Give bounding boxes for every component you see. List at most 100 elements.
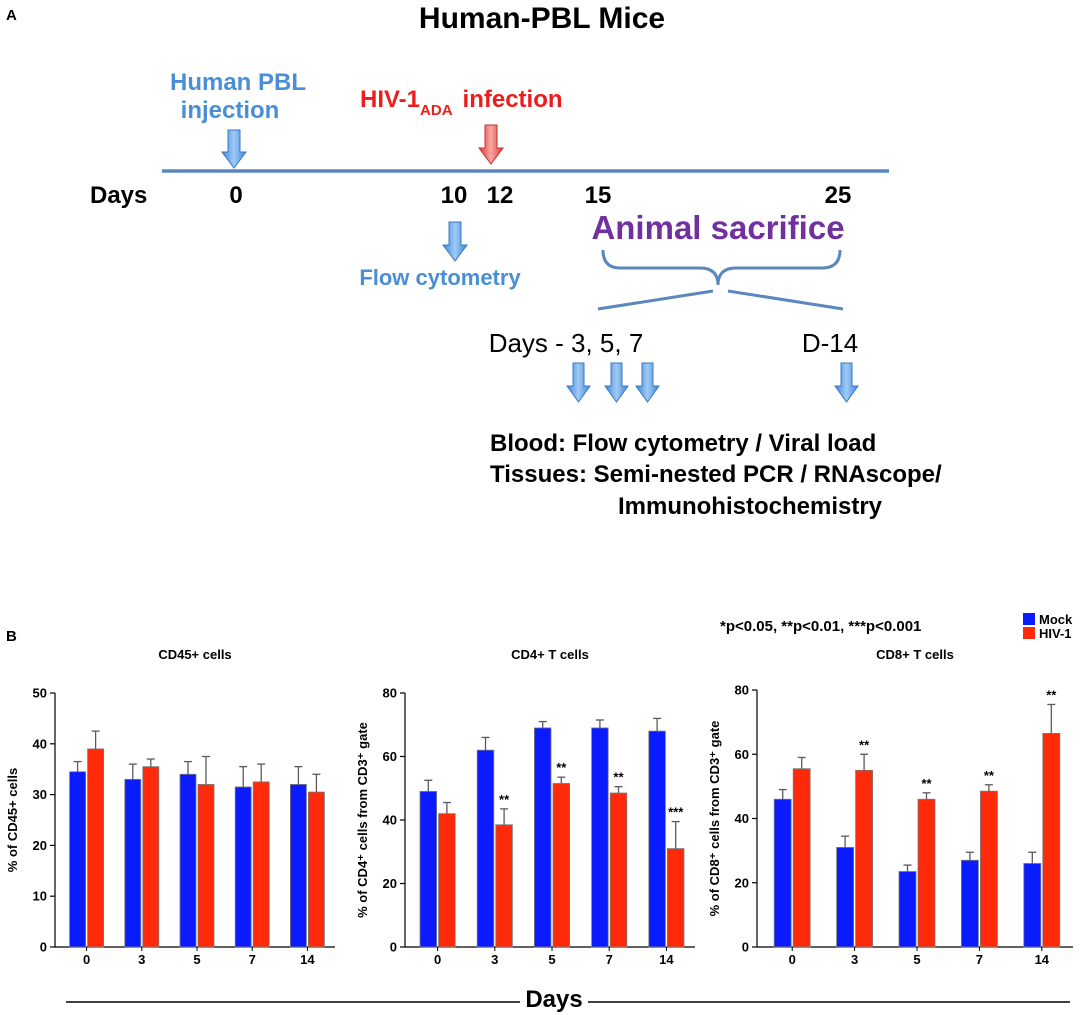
sacrifice-brace — [601, 249, 842, 286]
x-tick-label: 14 — [659, 952, 674, 967]
day-tick-12: 12 — [487, 182, 514, 209]
y-tick-label: 80 — [383, 686, 397, 701]
chart-title: CD45+ cells — [158, 647, 231, 662]
x-tick-label: 3 — [851, 952, 858, 967]
y-tick-label: 40 — [735, 811, 749, 826]
bar-mock — [648, 730, 666, 948]
animal-sacrifice-label: Animal sacrifice — [591, 209, 844, 246]
bar-hiv-1 — [142, 766, 160, 948]
x-tick-label: 7 — [976, 952, 983, 967]
tissue-line1: Tissues: Semi-nested PCR / RNAscope/ — [490, 461, 942, 488]
legend-label-mock: Mock — [1039, 612, 1073, 627]
legend-swatch-mock — [1023, 613, 1035, 625]
x-tick-label: 0 — [83, 952, 90, 967]
bar-hiv-1 — [792, 768, 811, 948]
y-tick-label: 40 — [33, 736, 47, 751]
timepoints-left-label: Days - 3, 5, 7 — [489, 328, 644, 358]
significance-marker: ** — [613, 770, 624, 785]
panel-a-label: A — [6, 7, 17, 24]
y-axis-label: % of CD8⁺ cells from CD3⁺ gate — [707, 721, 722, 917]
days-label: Days — [90, 182, 147, 209]
y-tick-label: 10 — [33, 889, 47, 904]
bar-mock — [898, 871, 917, 948]
x-tick-label: 0 — [789, 952, 796, 967]
y-tick-label: 50 — [33, 686, 47, 701]
day14-arrow-icon — [834, 362, 859, 403]
bar-hiv-1 — [197, 784, 215, 948]
y-tick-label: 0 — [742, 940, 749, 955]
bar-hiv-1 — [552, 783, 570, 948]
infection-prefix: HIV-1 — [360, 86, 420, 113]
day5-arrow-icon — [604, 362, 629, 403]
bar-mock — [289, 784, 307, 948]
y-tick-label: 60 — [735, 747, 749, 762]
x-tick-label: 5 — [548, 952, 555, 967]
significance-marker: ** — [499, 792, 510, 807]
bar-mock — [179, 773, 197, 948]
legend-label-hiv: HIV-1 — [1039, 626, 1072, 641]
timepoints-right-label: D-14 — [802, 328, 858, 358]
bar-mock — [961, 859, 979, 948]
legend: Mock HIV-1 — [1023, 612, 1073, 641]
bar-mock — [476, 749, 495, 948]
y-tick-label: 60 — [383, 749, 397, 764]
bar-hiv-1 — [438, 813, 456, 948]
panel-b-label: B — [6, 628, 17, 645]
y-tick-label: 0 — [390, 940, 397, 955]
y-tick-label: 20 — [33, 838, 47, 853]
x-tick-label: 0 — [434, 952, 441, 967]
bar-mock — [1023, 863, 1042, 948]
x-tick-label: 7 — [249, 952, 256, 967]
shared-x-label: Days — [525, 986, 582, 1013]
chart-2: CD4+ T cells 0 20 40 60 80 % of CD4⁺ cells fro… — [355, 647, 695, 967]
bar-hiv-1 — [87, 748, 105, 948]
significance-marker: ** — [556, 760, 567, 775]
bar-hiv-1 — [917, 798, 936, 948]
x-tick-label: 5 — [193, 952, 200, 967]
bar-mock — [124, 778, 142, 948]
chart-1: CD45+ cells 0 10 20 30 40 50 % of CD45+ cells 0 3… — [5, 647, 335, 967]
panel-b: B *p<0.05, **p<0.01, ***p<0.001 Mock HIV… — [5, 612, 1073, 1013]
flow-arrow-icon — [442, 221, 468, 262]
day-tick-10: 10 — [441, 182, 468, 209]
day-tick-0: 0 — [229, 182, 242, 209]
bar-hiv-1 — [609, 792, 628, 948]
y-tick-label: 20 — [383, 876, 397, 891]
x-tick-label: 14 — [1035, 952, 1050, 967]
chart-title: CD4+ T cells — [511, 647, 589, 662]
tissue-line2: Immunohistochemistry — [618, 493, 883, 520]
significance-marker: ** — [984, 768, 995, 783]
infection-label: HIV-1ADA infection — [360, 86, 563, 119]
day7-arrow-icon — [635, 362, 660, 403]
injection-label-line1: Human PBL — [170, 69, 306, 96]
bar-hiv-1 — [495, 824, 513, 948]
x-tick-label: 3 — [138, 952, 145, 967]
x-tick-label: 3 — [491, 952, 498, 967]
significance-marker: *** — [668, 805, 684, 820]
y-tick-label: 40 — [383, 813, 397, 828]
y-axis-label: % of CD45+ cells — [5, 768, 20, 872]
x-tick-label: 14 — [300, 952, 315, 967]
x-tick-label: 7 — [606, 952, 613, 967]
panel-a: A Human-PBL Mice Human PBL injection HIV… — [6, 2, 942, 520]
injection-arrow-icon — [221, 129, 247, 169]
chart-title: CD8+ T cells — [876, 647, 954, 662]
y-tick-label: 20 — [735, 875, 749, 890]
panel-a-title: Human-PBL Mice — [419, 2, 665, 35]
split-line-right — [727, 289, 844, 311]
significance-marker: ** — [1046, 687, 1057, 702]
bar-hiv-1 — [667, 848, 685, 948]
y-tick-label: 0 — [40, 940, 47, 955]
y-tick-label: 30 — [33, 787, 47, 802]
infection-suffix: infection — [463, 86, 563, 113]
injection-label-line2: injection — [181, 97, 280, 124]
y-axis-label: % of CD4⁺ cells from CD3⁺ gate — [355, 722, 370, 918]
bar-mock — [591, 727, 609, 948]
bar-mock — [69, 771, 87, 948]
bar-hiv-1 — [1042, 732, 1061, 948]
infection-subscript: ADA — [420, 102, 453, 119]
bar-hiv-1 — [252, 781, 270, 948]
significance-marker: ** — [921, 776, 932, 791]
